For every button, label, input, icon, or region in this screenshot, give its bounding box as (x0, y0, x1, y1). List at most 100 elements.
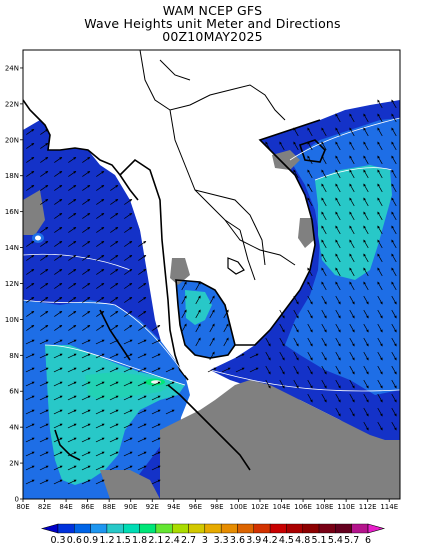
direction-arrow (307, 281, 313, 291)
direction-arrow (307, 141, 313, 151)
direction-arrow (54, 157, 63, 163)
lat-tick-label: 16N (5, 208, 19, 216)
lon-axis: 80E 82E 84E 86E 88E 90E 92E 94E 96E 98E 100E 102E 10… (16, 499, 398, 511)
direction-arrow (68, 311, 77, 317)
lon-tick-label: 84E (59, 503, 72, 511)
direction-arrow (223, 323, 229, 333)
direction-arrow (335, 379, 341, 389)
direction-arrow (53, 465, 63, 471)
direction-arrow (82, 311, 91, 317)
colorbar-segment (253, 523, 271, 534)
direction-arrow (321, 141, 327, 151)
direction-arrow (53, 381, 63, 387)
direction-arrow (335, 407, 341, 417)
direction-arrow (26, 297, 35, 303)
nodata-borneo (300, 430, 375, 470)
direction-arrow (40, 297, 49, 303)
direction-arrow (53, 423, 63, 429)
direction-arrow (391, 267, 397, 277)
direction-arrow (363, 379, 369, 389)
direction-arrow (54, 283, 63, 289)
colorbar-segment (335, 523, 352, 534)
direction-arrow (138, 325, 147, 331)
direction-arrow (279, 365, 285, 375)
island-small-inner (35, 235, 41, 241)
direction-arrow (137, 465, 147, 471)
direction-arrow (109, 395, 119, 401)
direction-arrow (165, 367, 175, 373)
direction-arrow (363, 365, 369, 375)
direction-arrow (68, 269, 77, 275)
direction-arrow (110, 283, 119, 289)
direction-arrow (68, 297, 77, 303)
direction-arrow (349, 239, 355, 249)
direction-arrow (67, 395, 77, 401)
colorbar-label: 1.5 (116, 535, 131, 546)
direction-arrow (181, 309, 187, 319)
direction-arrow (96, 325, 105, 331)
direction-arrow (96, 227, 105, 233)
lon-tick-label: 110E (337, 503, 355, 511)
direction-arrow (265, 351, 271, 361)
colorbar-segment (123, 523, 140, 534)
direction-arrow (363, 295, 369, 305)
direction-arrow (363, 113, 369, 123)
direction-arrow (363, 211, 369, 221)
direction-arrow (138, 269, 147, 275)
direction-arrow (391, 239, 397, 249)
direction-arrow (279, 323, 285, 333)
direction-arrow (363, 239, 369, 249)
direction-arrow (335, 351, 341, 361)
lon-tick-label: 96E (189, 503, 202, 511)
direction-arrow (82, 171, 91, 177)
direction-arrow (321, 323, 327, 333)
direction-arrow (123, 381, 133, 387)
direction-arrow (391, 407, 397, 417)
direction-arrow (67, 451, 77, 457)
colorbar-label: 3.6 (230, 535, 245, 546)
direction-arrow (335, 267, 341, 277)
direction-arrow (123, 465, 133, 471)
direction-arrow (53, 395, 63, 401)
direction-arrow (151, 395, 161, 401)
colorbar-label: 5.7 (344, 535, 359, 546)
direction-arrow (349, 337, 355, 347)
direction-arrow (307, 183, 313, 193)
nodata-north (272, 150, 300, 170)
direction-arrow (95, 353, 105, 359)
lat-tick-label: 18N (5, 172, 19, 180)
direction-arrow (209, 351, 215, 361)
direction-arrow (39, 465, 49, 471)
colorbar-label: 2.1 (148, 535, 163, 546)
colorbar-label: 0.3 (50, 535, 65, 546)
map-frame (22, 49, 401, 500)
direction-arrow (81, 395, 91, 401)
direction-arrow (307, 295, 313, 305)
direction-arrow (377, 393, 383, 403)
direction-arrow (82, 269, 91, 275)
direction-arrow (321, 169, 327, 179)
direction-arrow (151, 451, 161, 457)
colorbar-label: 2.4 (165, 535, 180, 546)
direction-arrow (321, 197, 327, 207)
direction-arrow (25, 437, 35, 443)
direction-arrow (391, 127, 397, 137)
direction-arrow (349, 379, 355, 389)
direction-arrow (391, 99, 397, 109)
colorbar-label: 5.4 (328, 535, 343, 546)
direction-arrow (363, 393, 369, 403)
direction-arrow (349, 309, 355, 319)
lon-tick-label: 112E (359, 503, 377, 511)
direction-arrow (96, 297, 105, 303)
direction-arrow (363, 197, 369, 207)
lat-tick-label: 0 (15, 496, 19, 504)
direction-arrow (363, 253, 369, 263)
direction-arrow (307, 169, 313, 179)
direction-arrow (137, 367, 147, 373)
direction-arrow (377, 127, 383, 137)
lat-tick-label: 12N (5, 280, 19, 288)
direction-arrow (363, 407, 369, 417)
direction-arrow (377, 211, 383, 221)
direction-arrow (279, 309, 285, 319)
